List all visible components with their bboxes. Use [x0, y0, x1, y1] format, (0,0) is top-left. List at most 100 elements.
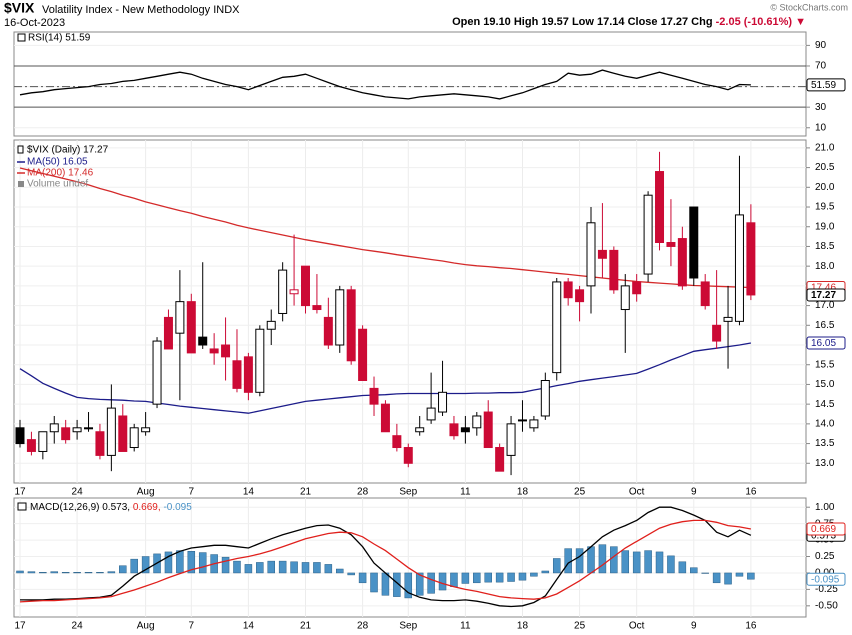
y-tick-label: 18.0 — [815, 261, 835, 272]
candle-body — [689, 206, 699, 279]
x-tick-label: 21 — [300, 487, 312, 498]
histogram-bar — [141, 556, 150, 574]
x-tick-label: Oct — [629, 621, 645, 632]
candle-body — [575, 289, 585, 303]
candle-body — [540, 379, 550, 417]
candle-body — [677, 238, 687, 287]
candle-body — [517, 419, 527, 422]
histogram-bar — [324, 564, 333, 574]
candle-body — [415, 427, 425, 433]
candle-body — [38, 431, 48, 452]
x-tick-label: 11 — [460, 487, 471, 498]
histogram-bar — [290, 561, 298, 574]
x-tick-label: 16 — [745, 621, 757, 632]
histogram-bar — [518, 572, 527, 581]
y-tick-label: 70 — [815, 61, 827, 72]
x-tick-label: 14 — [243, 621, 255, 632]
y-tick-label: 20.5 — [815, 162, 835, 173]
legend-swatch — [17, 145, 24, 154]
x-tick-label: 25 — [574, 487, 586, 498]
candle-body — [734, 214, 744, 322]
x-tick-label: 21 — [300, 621, 312, 632]
value-tag: -0.095 — [811, 574, 840, 585]
legend-label: MA(50) 16.05 — [27, 157, 88, 168]
legend-swatch — [17, 502, 27, 511]
series-line — [19, 519, 752, 603]
histogram-bar — [164, 551, 173, 574]
candle-body — [266, 320, 276, 330]
histogram-bar — [61, 572, 70, 574]
candle-body — [426, 407, 436, 421]
legend-label: RSI(14) 51.59 — [28, 33, 91, 44]
histogram-bar — [450, 572, 458, 588]
candle-body — [15, 427, 25, 445]
histogram-bar — [724, 572, 732, 585]
candle-body — [278, 269, 288, 314]
x-tick-label: 18 — [517, 487, 529, 498]
histogram-bar — [107, 571, 116, 574]
candle-body — [221, 344, 231, 358]
histogram-bar — [358, 572, 367, 584]
quote: Open 19.10 High 19.57 Low 17.14 Close 17… — [452, 16, 806, 28]
y-tick-label: 20.0 — [815, 182, 835, 193]
candle-body — [106, 407, 116, 456]
candle-body — [620, 285, 630, 311]
y-tick-label: 1.00 — [815, 502, 835, 513]
histogram-bar — [701, 572, 709, 574]
panel-frame — [13, 31, 807, 137]
value-tag: 17.27 — [811, 290, 836, 301]
histogram-bar — [198, 552, 207, 574]
histogram-bar — [16, 570, 24, 574]
histogram-bar — [176, 550, 184, 574]
candle-body — [72, 427, 82, 433]
candle-body — [449, 423, 459, 437]
value-tag-box — [806, 336, 846, 350]
histogram-bar — [473, 572, 481, 584]
candle-body — [712, 324, 722, 342]
value-tag: 0.573 — [811, 530, 836, 541]
x-tick-label: Oct — [629, 487, 645, 498]
histogram-bar — [610, 546, 618, 574]
candle-body — [392, 435, 402, 449]
histogram-bar — [404, 572, 413, 599]
value-tag: 51.59 — [811, 80, 836, 91]
legend-label: $VIX (Daily) 17.27 — [27, 145, 109, 156]
histogram-bar — [50, 571, 59, 574]
y-tick-label: 21.0 — [815, 143, 835, 154]
histogram-bar — [690, 567, 698, 574]
histogram-bar — [667, 555, 675, 574]
candle-body — [460, 427, 470, 433]
candle-body — [49, 423, 59, 433]
value-tag-box — [806, 288, 846, 302]
legend: MACD(12,26,9) 0.573, 0.669, -0.095 — [30, 502, 192, 513]
y-tick-label: -0.25 — [815, 584, 838, 595]
value-tag-box — [806, 522, 846, 536]
histogram-bar — [39, 572, 47, 574]
candle-body — [289, 289, 299, 295]
candle-body — [255, 328, 265, 393]
candle-body — [609, 249, 619, 291]
y-tick-label: 15.0 — [815, 379, 835, 390]
legend-label: MACD(12,26,9) 0.573, — [30, 502, 130, 513]
histogram-bar — [221, 556, 230, 574]
candle-body — [26, 439, 36, 452]
y-tick-label: 15.5 — [815, 359, 835, 370]
series-line — [20, 506, 752, 608]
candle-body — [506, 423, 516, 456]
x-tick-label: 9 — [691, 621, 697, 632]
histogram-bar — [655, 551, 664, 574]
candle-body — [358, 328, 368, 381]
candle-body — [243, 356, 253, 393]
x-tick-label: Sep — [399, 621, 417, 632]
candle-body — [175, 301, 185, 334]
histogram-bar — [678, 561, 687, 574]
histogram-bar — [552, 558, 561, 574]
value-tag-box — [806, 78, 846, 92]
candle-body — [746, 222, 756, 296]
legend-swatch — [17, 33, 26, 42]
y-tick-label: 14.0 — [815, 419, 835, 430]
quote-values: Open 19.10 High 19.57 Low 17.14 Close 17… — [452, 16, 712, 28]
histogram-bar — [712, 572, 721, 584]
y-tick-label: 10 — [815, 122, 827, 133]
candle-body — [483, 411, 493, 449]
